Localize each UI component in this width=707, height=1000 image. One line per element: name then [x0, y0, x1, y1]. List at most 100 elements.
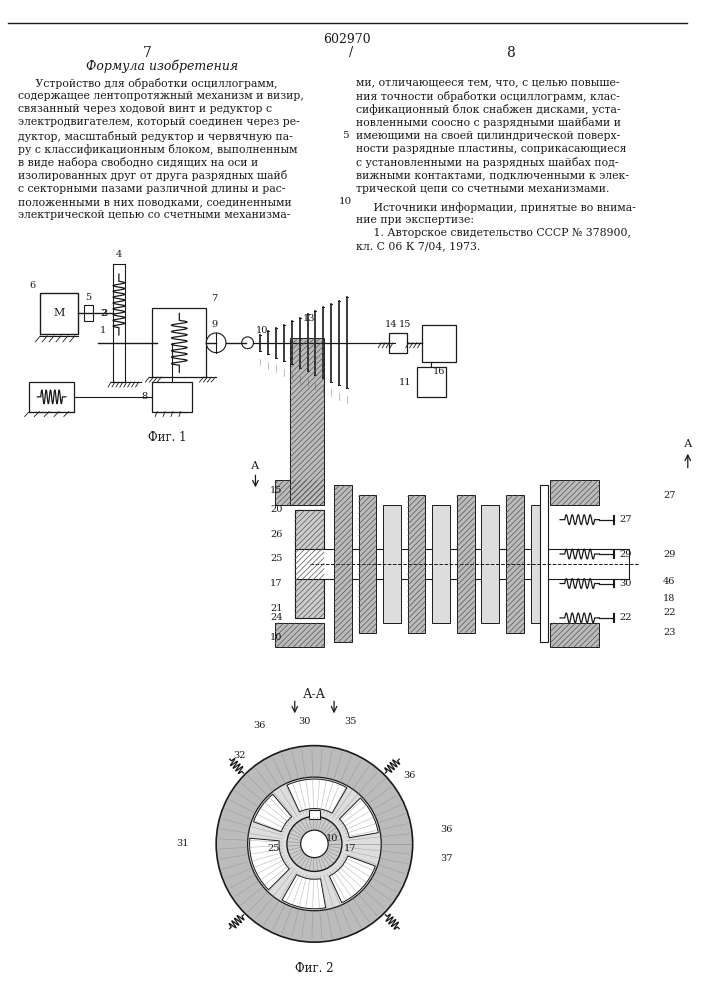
Text: 3: 3: [101, 309, 107, 318]
Circle shape: [242, 337, 254, 349]
Text: ми, отличающееся тем, что, с целью повыше-: ми, отличающееся тем, что, с целью повыш…: [356, 78, 619, 88]
Text: 16: 16: [433, 367, 445, 376]
Bar: [275, 480, 325, 505]
Text: 602970: 602970: [323, 33, 370, 46]
Text: в виде набора свободно сидящих на оси и: в виде набора свободно сидящих на оси и: [18, 157, 258, 168]
Text: /: /: [349, 46, 353, 59]
Text: 32: 32: [233, 751, 245, 760]
Circle shape: [287, 816, 342, 871]
Bar: [30, 382, 74, 412]
Text: кл. С 06 К 7/04, 1973.: кл. С 06 К 7/04, 1973.: [356, 242, 480, 252]
Text: имеющими на своей цилиндрической поверх-: имеющими на своей цилиндрической поверх-: [356, 131, 620, 141]
Text: 27: 27: [663, 491, 676, 500]
Text: 5: 5: [343, 131, 349, 140]
Wedge shape: [329, 856, 375, 903]
Text: дуктор, масштабный редуктор и червячную па-: дуктор, масштабный редуктор и червячную …: [18, 131, 293, 142]
Text: А-А: А-А: [303, 688, 326, 701]
Text: А: А: [251, 461, 259, 471]
Bar: [275, 623, 325, 647]
Text: 7: 7: [143, 46, 152, 60]
Bar: [550, 480, 600, 505]
Text: 10: 10: [255, 326, 268, 335]
Text: ру с классификационным блоком, выполненным: ру с классификационным блоком, выполненн…: [18, 144, 297, 155]
Bar: [295, 510, 325, 618]
Bar: [358, 495, 376, 633]
Text: Источники информации, принятые во внима-: Источники информации, принятые во внима-: [356, 202, 636, 213]
Circle shape: [216, 746, 413, 942]
Bar: [550, 480, 600, 505]
Text: 36: 36: [403, 771, 415, 780]
Bar: [389, 333, 407, 353]
Bar: [421, 325, 456, 362]
Text: 8: 8: [141, 392, 147, 401]
Bar: [550, 623, 600, 647]
Text: с секторными пазами различной длины и рас-: с секторными пазами различной длины и ра…: [18, 184, 285, 194]
Bar: [275, 480, 325, 505]
Text: Фиг. 2: Фиг. 2: [295, 962, 334, 975]
Bar: [457, 495, 474, 633]
Bar: [358, 495, 376, 633]
Text: 8: 8: [506, 46, 515, 60]
Text: 46: 46: [663, 577, 676, 586]
Text: связанный через ходовой винт и редуктор с: связанный через ходовой винт и редуктор …: [18, 104, 271, 114]
Bar: [408, 495, 426, 633]
Text: 2: 2: [101, 309, 107, 318]
Text: 25: 25: [270, 554, 283, 563]
Bar: [408, 495, 426, 633]
Text: 14: 14: [385, 320, 397, 329]
Bar: [383, 505, 401, 623]
Text: 29: 29: [663, 550, 676, 559]
Text: 15: 15: [399, 320, 411, 329]
Wedge shape: [250, 838, 289, 890]
Text: 17: 17: [344, 844, 356, 853]
Bar: [540, 485, 548, 642]
Wedge shape: [339, 798, 378, 838]
Text: электрической цепью со счетными механизма-: электрической цепью со счетными механизм…: [18, 210, 290, 220]
Bar: [295, 510, 325, 618]
Text: 29: 29: [619, 550, 631, 559]
Text: Формула изобретения: Формула изобретения: [86, 60, 238, 73]
Text: 9: 9: [211, 320, 217, 329]
Circle shape: [206, 333, 226, 353]
Text: 5: 5: [86, 293, 91, 302]
Text: 22: 22: [663, 608, 676, 617]
Text: новленными соосно с разрядными шайбами и: новленными соосно с разрядными шайбами и: [356, 117, 621, 128]
Bar: [506, 495, 524, 633]
Text: 6: 6: [29, 281, 35, 290]
Text: Фиг. 1: Фиг. 1: [148, 431, 186, 444]
Bar: [432, 505, 450, 623]
Text: 1. Авторское свидетельство СССР № 378900,: 1. Авторское свидетельство СССР № 378900…: [356, 228, 631, 238]
Text: 13: 13: [303, 314, 316, 323]
Bar: [152, 308, 206, 377]
Text: 26: 26: [270, 530, 283, 539]
Text: М: М: [53, 308, 64, 318]
Bar: [550, 623, 600, 647]
Bar: [295, 549, 629, 579]
Bar: [481, 505, 499, 623]
Bar: [457, 495, 474, 633]
Text: 21: 21: [270, 604, 283, 613]
Bar: [40, 293, 78, 334]
Text: 23: 23: [663, 628, 676, 637]
Text: 36: 36: [440, 825, 452, 834]
Text: 31: 31: [176, 839, 189, 848]
Bar: [290, 338, 325, 505]
Bar: [334, 485, 352, 642]
Text: с установленными на разрядных шайбах под-: с установленными на разрядных шайбах под…: [356, 157, 618, 168]
Text: 24: 24: [270, 613, 283, 622]
Wedge shape: [254, 794, 292, 832]
Text: трической цепи со счетными механизмами.: трической цепи со счетными механизмами.: [356, 184, 609, 194]
Wedge shape: [282, 875, 326, 909]
Text: 36: 36: [253, 721, 265, 730]
Bar: [152, 382, 192, 412]
Text: 35: 35: [344, 717, 356, 726]
Text: положенными в них поводками, соединенными: положенными в них поводками, соединенным…: [18, 197, 291, 207]
Bar: [416, 367, 446, 397]
Text: 7: 7: [211, 294, 218, 303]
Text: 11: 11: [399, 378, 411, 387]
Text: 27: 27: [619, 515, 631, 524]
Text: 25: 25: [268, 844, 280, 853]
Bar: [83, 305, 93, 321]
Text: 4: 4: [116, 250, 122, 259]
Bar: [275, 623, 325, 647]
